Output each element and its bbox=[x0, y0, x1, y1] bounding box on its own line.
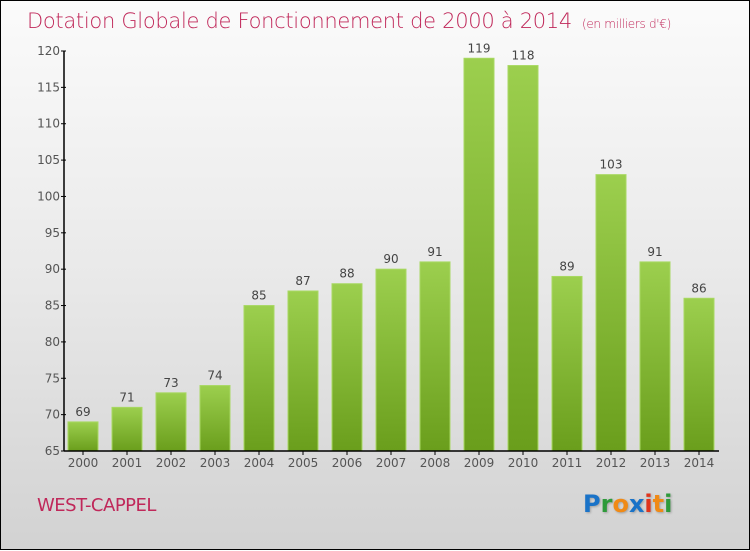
y-tick-label-120: 120 bbox=[37, 44, 60, 58]
value-label-2012: 103 bbox=[600, 158, 623, 172]
value-label-2011: 89 bbox=[559, 259, 574, 273]
x-tick-label-2012: 2012 bbox=[596, 456, 627, 470]
x-tick-label-2009: 2009 bbox=[464, 456, 495, 470]
x-tick-label-2007: 2007 bbox=[376, 456, 407, 470]
logo-letter: o bbox=[612, 490, 629, 518]
bar-2003 bbox=[199, 385, 231, 452]
value-label-2002: 73 bbox=[163, 376, 178, 390]
value-label-2006: 88 bbox=[339, 267, 354, 281]
value-label-2004: 85 bbox=[251, 289, 266, 303]
town-name: WEST-CAPPEL bbox=[37, 495, 156, 516]
bar-2005 bbox=[287, 290, 319, 452]
logo-letter: x bbox=[628, 490, 645, 518]
y-tick-label-100: 100 bbox=[37, 189, 60, 203]
chart-title-text: Dotation Globale de Fonctionnement de 20… bbox=[27, 9, 572, 33]
logo-letter: i bbox=[664, 490, 673, 518]
x-tick-label-2011: 2011 bbox=[552, 456, 583, 470]
bar-2000 bbox=[67, 421, 99, 452]
bar-2014 bbox=[683, 297, 715, 452]
x-tick-label-2013: 2013 bbox=[640, 456, 671, 470]
bar-2001 bbox=[111, 406, 143, 452]
chart-title: Dotation Globale de Fonctionnement de 20… bbox=[27, 9, 671, 33]
y-tick-label-80: 80 bbox=[45, 335, 60, 349]
y-tick-label-90: 90 bbox=[45, 262, 60, 276]
value-label-2010: 118 bbox=[512, 49, 535, 63]
value-label-2005: 87 bbox=[295, 274, 310, 288]
value-label-2000: 69 bbox=[75, 405, 90, 419]
bar-2010 bbox=[507, 65, 539, 452]
value-label-2001: 71 bbox=[119, 390, 134, 404]
value-label-2008: 91 bbox=[427, 245, 442, 259]
logo-letter: i bbox=[644, 490, 653, 518]
bar-2007 bbox=[375, 268, 407, 452]
bar-2006 bbox=[331, 283, 363, 452]
x-tick-label-2006: 2006 bbox=[332, 456, 363, 470]
x-tick-label-2003: 2003 bbox=[200, 456, 231, 470]
value-label-2014: 86 bbox=[691, 281, 706, 295]
value-label-2013: 91 bbox=[647, 245, 662, 259]
x-tick-label-2008: 2008 bbox=[420, 456, 451, 470]
y-tick-label-95: 95 bbox=[45, 226, 60, 240]
bar-2013 bbox=[639, 261, 671, 452]
value-label-2007: 90 bbox=[383, 252, 398, 266]
y-tick-label-65: 65 bbox=[45, 444, 60, 458]
value-label-2009: 119 bbox=[468, 41, 491, 55]
logo-letter: P bbox=[583, 490, 601, 518]
x-tick-label-2002: 2002 bbox=[156, 456, 187, 470]
bar-2011 bbox=[551, 275, 583, 452]
bar-2002 bbox=[155, 392, 187, 452]
y-tick-label-75: 75 bbox=[45, 371, 60, 385]
y-tick-label-85: 85 bbox=[45, 299, 60, 313]
chart-subtitle: (en milliers d'€) bbox=[581, 17, 671, 31]
x-tick-label-2005: 2005 bbox=[288, 456, 319, 470]
y-tick-label-105: 105 bbox=[37, 153, 60, 167]
bar-2004 bbox=[243, 305, 275, 452]
logo-letter: t bbox=[652, 490, 665, 518]
logo-letter: r bbox=[600, 490, 613, 518]
y-tick-label-70: 70 bbox=[45, 408, 60, 422]
x-tick-label-2014: 2014 bbox=[684, 456, 715, 470]
x-tick-label-2001: 2001 bbox=[112, 456, 143, 470]
y-tick-label-110: 110 bbox=[37, 117, 60, 131]
bar-2009 bbox=[463, 57, 495, 452]
x-tick-label-2010: 2010 bbox=[508, 456, 539, 470]
proxiti-logo[interactable]: Proxiti bbox=[583, 490, 672, 518]
x-tick-label-2004: 2004 bbox=[244, 456, 275, 470]
x-tick-label-2000: 2000 bbox=[68, 456, 99, 470]
y-tick-label-115: 115 bbox=[37, 80, 60, 94]
bar-2008 bbox=[419, 261, 451, 452]
bar-2012 bbox=[595, 174, 627, 452]
value-label-2003: 74 bbox=[207, 369, 222, 383]
